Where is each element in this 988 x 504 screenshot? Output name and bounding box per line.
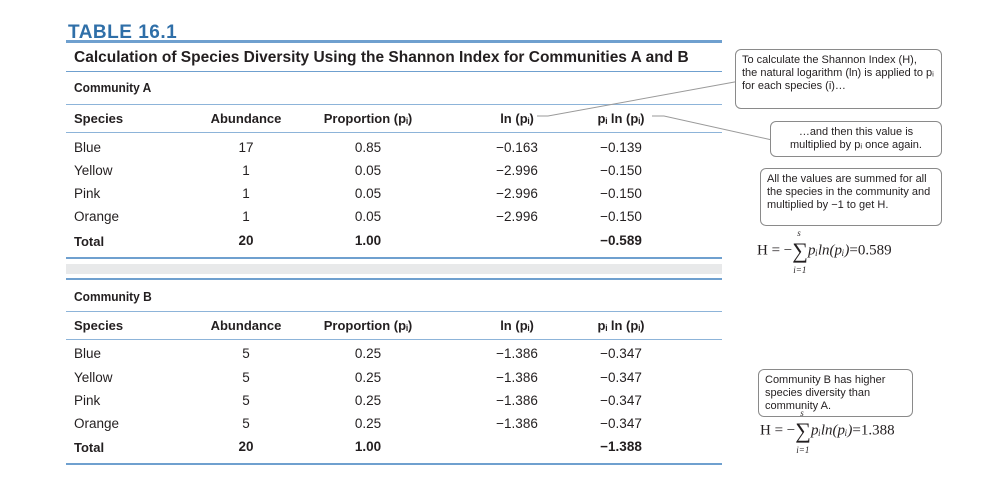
rule — [66, 257, 722, 259]
species-cell: Orange — [74, 209, 120, 224]
rule — [66, 311, 722, 312]
species-cell: Blue — [74, 140, 102, 155]
leader-line — [652, 115, 773, 141]
section-separator — [66, 264, 722, 274]
formula-lhs: H = − — [760, 422, 796, 439]
formula-b: H = −∑ s i=1 pᵢln(pᵢ)=1.388 — [760, 408, 895, 455]
community-b-title: Community B — [74, 289, 152, 304]
rule — [66, 278, 722, 280]
species-cell: Blue — [74, 346, 102, 361]
note-multiply: …and then this value is multiplied by pᵢ… — [770, 121, 942, 157]
summation-icon: ∑ s i=1 — [792, 228, 808, 275]
note-comparison: Community B has higher species diversity… — [758, 369, 913, 417]
col-species-header: Species — [74, 111, 124, 126]
formula-term: pᵢln(pᵢ) — [810, 422, 853, 439]
formula-value: =1.388 — [852, 422, 895, 439]
total-label: Total — [74, 440, 105, 455]
formula-value: =0.589 — [849, 242, 892, 259]
formula-lhs: H = − — [757, 242, 793, 259]
table-label: TABLE 16.1 — [68, 22, 178, 43]
formula-term: pᵢln(pᵢ) — [807, 242, 850, 259]
formula-a: H = −∑ s i=1 pᵢln(pᵢ)=0.589 — [757, 228, 892, 275]
summation-icon: ∑ s i=1 — [795, 408, 811, 455]
note-ln-explanation: To calculate the Shannon Index (H), the … — [735, 49, 942, 109]
rule — [66, 132, 722, 133]
caption-rule — [66, 71, 722, 72]
rule — [66, 339, 722, 340]
rule — [66, 463, 722, 465]
species-cell: Yellow — [74, 163, 113, 178]
community-a-title: Community A — [74, 80, 152, 95]
top-rule — [66, 40, 722, 43]
table-caption: Calculation of Species Diversity Using t… — [74, 49, 689, 66]
note-sum: All the values are summed for all the sp… — [760, 168, 942, 226]
species-cell: Pink — [74, 186, 101, 201]
col-species-header: Species — [74, 318, 124, 333]
total-label: Total — [74, 234, 105, 249]
species-cell: Yellow — [74, 370, 113, 385]
species-cell: Orange — [74, 416, 120, 431]
rule — [66, 104, 722, 105]
leader-line — [537, 80, 741, 117]
species-cell: Pink — [74, 393, 101, 408]
